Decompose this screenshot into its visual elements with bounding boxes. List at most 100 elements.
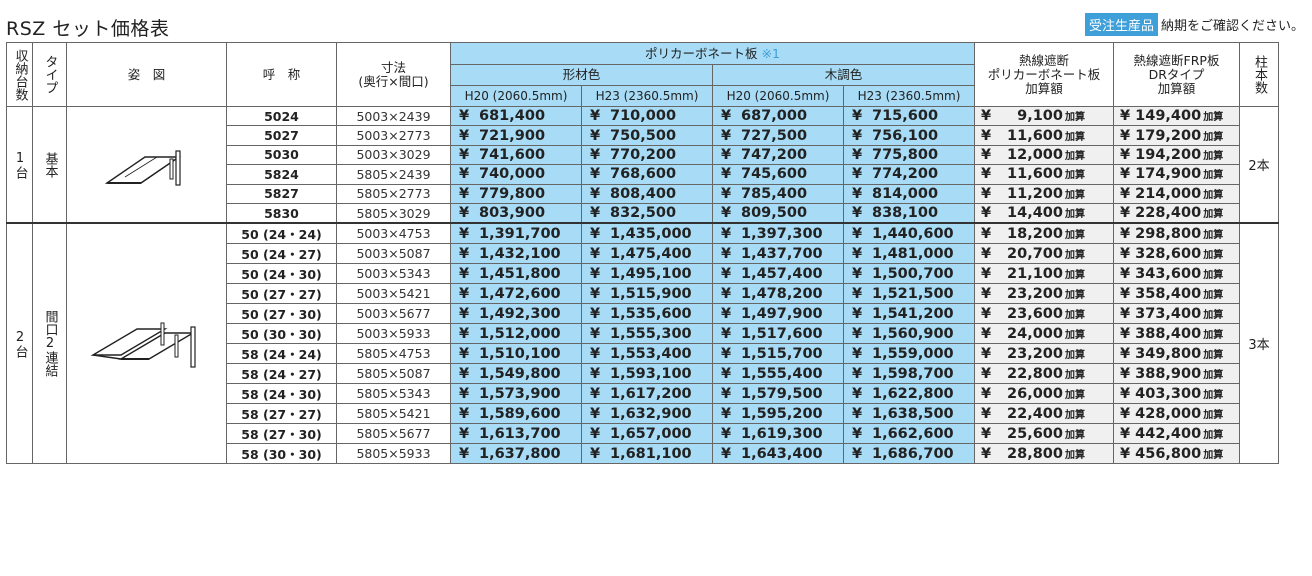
heat-poly-cell: ¥20,700 加算 [974,243,1114,265]
yen-symbol: ¥ [852,405,863,422]
price-cell: ¥1,681,100 [581,443,713,465]
size-cell: 5805×5677 [336,423,451,445]
yen-symbol: ¥ [590,108,601,125]
yen-symbol: ¥ [721,405,732,422]
price-cell: ¥1,555,400 [712,363,844,385]
table-row: 50 (27・27) 5003×5421 ¥1,472,600 ¥1,515,900 ¥… [7,283,1279,305]
price-cell: ¥1,517,600 [712,323,844,345]
heat-poly-cell: ¥11,600 加算 [974,164,1114,185]
yen-symbol: ¥ [459,225,470,242]
table-row: 2台 間口2連結 50 (24・24) 5003×4753 ¥1,391,700 ¥1,… [6,222,1279,465]
name-cell: 50 (24・24) [226,222,337,245]
heat-frp-cell: ¥ 388,400 加算 [1113,323,1240,345]
price-cell: ¥1,497,900 [712,303,844,325]
figure-cell [66,222,227,465]
yen-symbol: ¥ [721,108,732,125]
price-cell: ¥803,900 [450,202,582,224]
yen-symbol: ¥ [721,345,732,362]
size-cell: 5805×3029 [336,202,451,224]
heat-frp-cell: ¥ 403,300 加算 [1113,383,1240,405]
price-cell: ¥745,600 [712,164,844,185]
yen-symbol: ¥ [590,146,601,163]
table-row: 5827 5805×2773 ¥779,800 ¥808,400 ¥785,400 ¥81… [7,183,1279,204]
price-cell: ¥768,600 [581,164,713,185]
price-cell: ¥1,478,200 [712,283,844,305]
size-cell: 5003×2439 [336,105,451,127]
yen-symbol: ¥ [852,245,863,262]
name-cell: 58 (24・30) [226,383,337,405]
yen-symbol: ¥ [852,146,863,163]
type-cell: 間口2連結 [32,222,67,465]
yen-symbol: ¥ [852,127,863,144]
table-row: 58 (27・27) 5805×5421 ¥1,589,600 ¥1,632,900 ¥… [7,403,1279,425]
heat-frp-cell: ¥ 388,900 加算 [1113,363,1240,385]
price-cell: ¥1,662,600 [843,423,975,445]
yen-symbol: ¥ [459,305,470,322]
heat-frp-cell: ¥ 349,800 加算 [1113,343,1240,365]
size-cell: 5003×5343 [336,263,451,285]
yen-symbol: ¥ [459,285,470,302]
price-cell: ¥750,500 [581,125,713,146]
heat-poly-cell: ¥24,000 加算 [974,323,1114,345]
price-cell: ¥1,435,000 [581,222,713,245]
yen-symbol: ¥ [590,225,601,242]
price-cell: ¥687,000 [712,105,844,127]
yen-symbol: ¥ [852,385,863,402]
price-cell: ¥1,432,100 [450,243,582,265]
yen-symbol: ¥ [459,345,470,362]
name-cell: 50 (27・30) [226,303,337,325]
heat-frp-cell: ¥ 328,600 加算 [1113,243,1240,265]
size-cell: 5003×5087 [336,243,451,265]
yen-symbol: ¥ [852,166,863,183]
price-cell: ¥808,400 [581,183,713,204]
yen-symbol: ¥ [459,127,470,144]
price-cell: ¥1,512,000 [450,323,582,345]
heat-poly-cell: ¥18,200 加算 [974,222,1114,245]
name-cell: 5024 [226,105,337,127]
size-cell: 5003×3029 [336,144,451,166]
price-cell: ¥1,440,600 [843,222,975,245]
price-cell: ¥1,437,700 [712,243,844,265]
heat-frp-cell: ¥ 373,400 加算 [1113,303,1240,325]
header-h20-b: H20 (2060.5mm) [712,85,844,107]
size-cell: 5003×5421 [336,283,451,305]
yen-symbol: ¥ [459,108,470,125]
yen-symbol: ¥ [590,185,601,202]
price-cell: ¥1,510,100 [450,343,582,365]
yen-symbol: ¥ [721,225,732,242]
header-name: 呼 称 [226,42,337,107]
yen-symbol: ¥ [459,245,470,262]
size-cell: 5805×5343 [336,383,451,405]
price-cell: ¥741,600 [450,144,582,166]
heat-poly-cell: ¥21,100 加算 [974,263,1114,285]
price-cell: ¥1,391,700 [450,222,582,245]
yen-symbol: ¥ [721,185,732,202]
heat-frp-cell: ¥ 428,000 加算 [1113,403,1240,425]
name-cell: 5824 [226,164,337,185]
price-cell: ¥1,593,100 [581,363,713,385]
heat-frp-cell: ¥ 179,200 加算 [1113,125,1240,146]
yen-symbol: ¥ [721,445,732,462]
size-cell: 5003×5933 [336,323,451,345]
table-row: 5030 5003×3029 ¥741,600 ¥770,200 ¥747,200 ¥77… [7,144,1279,166]
price-cell: ¥770,200 [581,144,713,166]
price-cell: ¥1,560,900 [843,323,975,345]
yen-symbol: ¥ [721,425,732,442]
yen-symbol: ¥ [590,127,601,144]
heat-frp-cell: ¥ 194,200 加算 [1113,144,1240,166]
name-cell: 50 (30・30) [226,323,337,345]
price-cell: ¥1,521,500 [843,283,975,305]
name-cell: 58 (30・30) [226,443,337,465]
heat-frp-cell: ¥ 214,000 加算 [1113,183,1240,204]
price-cell: ¥1,451,800 [450,263,582,285]
count-cell: 1台 [6,106,33,224]
heat-poly-cell: ¥14,400 加算 [974,202,1114,224]
header-posts: 柱本数 [1239,42,1279,107]
yen-symbol: ¥ [721,146,732,163]
header-heat1: 熱線遮断 ポリカーボネート板 加算額 [974,42,1114,107]
yen-symbol: ¥ [459,425,470,442]
price-cell: ¥814,000 [843,183,975,204]
yen-symbol: ¥ [590,405,601,422]
name-cell: 58 (27・27) [226,403,337,425]
yen-symbol: ¥ [721,127,732,144]
